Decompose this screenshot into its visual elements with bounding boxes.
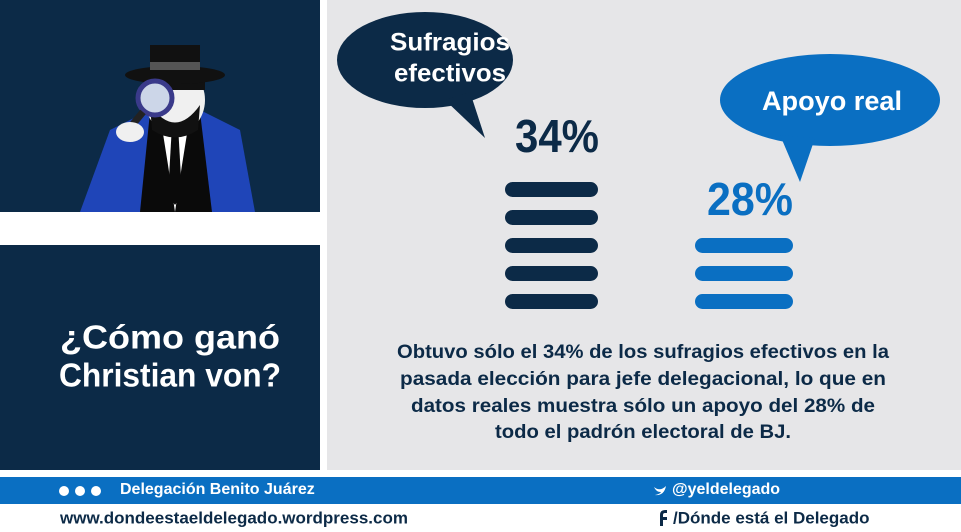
pill-stack: [695, 238, 793, 309]
figure: 34%: [515, 110, 599, 162]
footer-facebook: /Dónde está el Delegado: [673, 508, 870, 527]
footer-bar: [0, 477, 961, 504]
pill-stack: [505, 182, 598, 309]
speech-bubble: [720, 54, 940, 182]
bubble-label: Sufragios: [390, 29, 510, 57]
figure: 28%: [707, 173, 793, 225]
footer-office: Delegación Benito Juárez: [120, 481, 315, 498]
question-line: Christian von?: [59, 357, 281, 394]
description-line: datos reales muestra sólo un apoyo del 2…: [411, 396, 875, 417]
detective-illustration: [80, 45, 255, 212]
description-line: pasada elección para jefe delegacional, …: [400, 369, 886, 390]
description-line: Obtuvo sólo el 34% de los sufragios efec…: [397, 342, 889, 363]
dots-icon: [59, 486, 101, 496]
facebook-icon: [660, 510, 667, 526]
bubble-label: Apoyo real: [762, 86, 902, 116]
description-line: todo el padrón electoral de BJ.: [495, 422, 791, 443]
bubble-label: efectivos: [394, 60, 506, 88]
footer-website: www.dondeestaeldelegado.wordpress.com: [59, 508, 408, 527]
twitter-icon: [654, 486, 666, 496]
footer-twitter: @yeldelegado: [672, 481, 780, 498]
question-line: ¿Cómo ganó: [60, 319, 280, 356]
question-panel: [0, 245, 320, 470]
speech-bubble: [337, 12, 513, 138]
